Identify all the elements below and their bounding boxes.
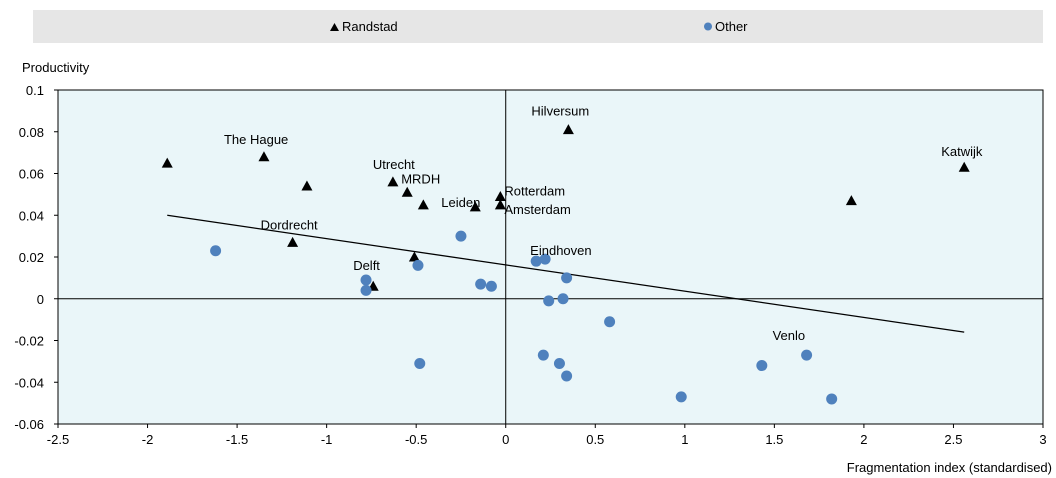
x-tick-label: -1 bbox=[321, 432, 333, 447]
randstad-point bbox=[958, 161, 970, 172]
x-tick-label: 0.5 bbox=[586, 432, 604, 447]
legend-other-marker bbox=[704, 22, 712, 31]
other-point bbox=[210, 245, 222, 257]
other-point bbox=[801, 349, 813, 361]
point-label: Venlo bbox=[773, 328, 806, 343]
point-label: The Hague bbox=[224, 132, 288, 147]
other-point bbox=[826, 393, 838, 405]
x-tick-label: 1 bbox=[681, 432, 688, 447]
y-tick-label: -0.06 bbox=[14, 417, 44, 432]
other-point bbox=[485, 280, 497, 292]
tick-labels: -2.5 -2 -1.5 -1 -0.5 0 0.5 1 1.5 2 2.5 3 -0.06 -0.04 -… bbox=[14, 83, 1046, 447]
randstad-point bbox=[494, 199, 506, 210]
randstad-point bbox=[161, 157, 173, 168]
x-tick-label: -2 bbox=[142, 432, 154, 447]
randstad-point bbox=[401, 186, 413, 197]
other-point bbox=[553, 357, 565, 369]
randstad-point bbox=[417, 199, 429, 210]
point-label: Utrecht bbox=[373, 157, 415, 172]
y-tick-label: 0.1 bbox=[26, 83, 44, 98]
randstad-point bbox=[494, 190, 506, 201]
other-point bbox=[543, 295, 555, 307]
other-point bbox=[360, 284, 372, 296]
randstad-point bbox=[287, 236, 299, 247]
point-label: Hilversum bbox=[531, 104, 589, 119]
other-point bbox=[756, 360, 768, 372]
other-point bbox=[414, 357, 426, 369]
randstad-point bbox=[301, 180, 313, 191]
legend-randstad-label: Randstad bbox=[342, 19, 398, 34]
other-point bbox=[561, 370, 573, 382]
data-points bbox=[161, 124, 970, 405]
randstad-point bbox=[258, 151, 270, 162]
other-point bbox=[675, 391, 687, 403]
x-tick-label: 2 bbox=[860, 432, 867, 447]
y-tick-label: 0 bbox=[37, 292, 44, 307]
other-point bbox=[557, 293, 569, 305]
x-tick-label: -2.5 bbox=[47, 432, 69, 447]
x-axis-title: Fragmentation index (standardised) bbox=[847, 460, 1052, 475]
legend: Randstad Other bbox=[330, 19, 748, 34]
point-label: Amsterdam bbox=[504, 202, 570, 217]
point-label: Katwijk bbox=[941, 144, 983, 159]
legend-randstad-marker bbox=[330, 23, 339, 31]
point-label: Dordrecht bbox=[261, 217, 318, 232]
legend-other-label: Other bbox=[715, 19, 748, 34]
other-point bbox=[530, 255, 542, 267]
other-point bbox=[604, 316, 616, 328]
point-label: Delft bbox=[353, 258, 380, 273]
y-axis-title: Productivity bbox=[22, 60, 90, 75]
point-label: Rotterdam bbox=[504, 183, 565, 198]
other-point bbox=[455, 230, 467, 242]
point-label: Leiden bbox=[441, 195, 480, 210]
point-label: MRDH bbox=[401, 171, 440, 186]
y-tick-label: 0.06 bbox=[19, 167, 44, 182]
randstad-point bbox=[469, 201, 481, 212]
point-label: Eindhoven bbox=[530, 243, 591, 258]
other-point bbox=[475, 278, 487, 290]
randstad-point bbox=[387, 176, 399, 187]
x-tick-label: 3 bbox=[1039, 432, 1046, 447]
y-tick-label: -0.04 bbox=[14, 375, 44, 390]
x-tick-label: -0.5 bbox=[405, 432, 427, 447]
y-tick-label: 0.02 bbox=[19, 250, 44, 265]
other-point bbox=[360, 274, 372, 286]
y-tick-label: -0.02 bbox=[14, 334, 44, 349]
x-tick-label: -1.5 bbox=[226, 432, 248, 447]
randstad-point bbox=[408, 251, 420, 262]
x-tick-label: 1.5 bbox=[765, 432, 783, 447]
randstad-point bbox=[562, 124, 574, 135]
x-tick-label: 2.5 bbox=[944, 432, 962, 447]
x-tick-label: 0 bbox=[502, 432, 509, 447]
y-tick-label: 0.08 bbox=[19, 125, 44, 140]
other-point bbox=[412, 259, 424, 271]
randstad-point bbox=[845, 195, 857, 206]
plot-area bbox=[57, 89, 1044, 425]
other-point bbox=[537, 349, 549, 361]
legend-background bbox=[33, 10, 1043, 43]
other-point bbox=[539, 253, 551, 265]
other-point bbox=[561, 272, 573, 284]
y-tick-label: 0.04 bbox=[19, 208, 44, 223]
